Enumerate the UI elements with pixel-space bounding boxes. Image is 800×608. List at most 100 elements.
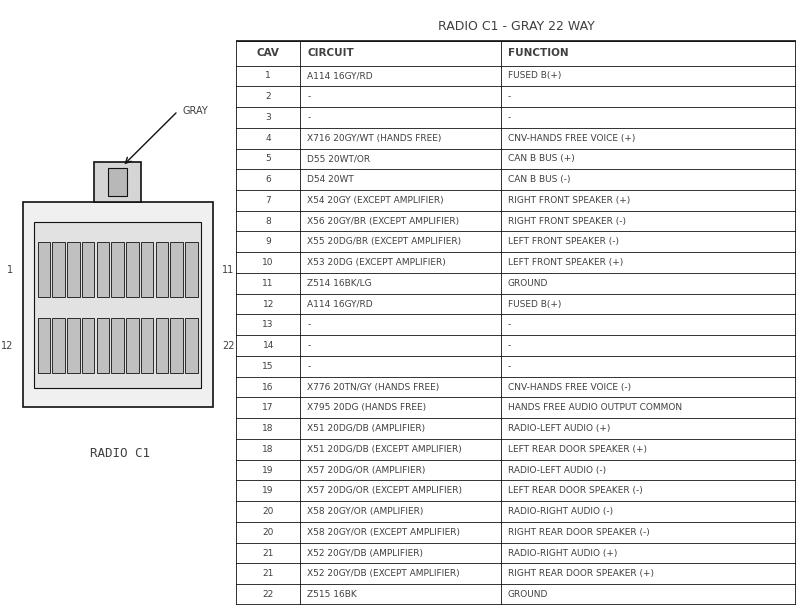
Text: X56 20GY/BR (EXCEPT AMPLIFIER): X56 20GY/BR (EXCEPT AMPLIFIER): [307, 216, 459, 226]
Text: GRAY: GRAY: [182, 106, 208, 116]
Text: 5: 5: [266, 154, 271, 164]
FancyBboxPatch shape: [82, 242, 94, 297]
Text: X52 20GY/DB (AMPLIFIER): X52 20GY/DB (AMPLIFIER): [307, 548, 423, 558]
Text: X716 20GY/WT (HANDS FREE): X716 20GY/WT (HANDS FREE): [307, 134, 442, 143]
Text: CNV-HANDS FREE VOICE (-): CNV-HANDS FREE VOICE (-): [507, 382, 630, 392]
Text: X54 20GY (EXCEPT AMPLIFIER): X54 20GY (EXCEPT AMPLIFIER): [307, 196, 444, 205]
Text: RIGHT REAR DOOR SPEAKER (-): RIGHT REAR DOOR SPEAKER (-): [507, 528, 650, 537]
Text: LEFT FRONT SPEAKER (+): LEFT FRONT SPEAKER (+): [507, 258, 623, 267]
Text: 21: 21: [262, 569, 274, 578]
Text: RADIO-LEFT AUDIO (-): RADIO-LEFT AUDIO (-): [507, 466, 606, 475]
Text: 1: 1: [7, 264, 14, 275]
Text: 20: 20: [262, 507, 274, 516]
Text: 10: 10: [262, 258, 274, 267]
Text: -: -: [507, 341, 511, 350]
Text: RADIO-RIGHT AUDIO (-): RADIO-RIGHT AUDIO (-): [507, 507, 613, 516]
FancyBboxPatch shape: [38, 318, 50, 373]
FancyBboxPatch shape: [94, 162, 141, 202]
Text: 20: 20: [262, 528, 274, 537]
Text: Z514 16BK/LG: Z514 16BK/LG: [307, 279, 372, 288]
Text: D54 20WT: D54 20WT: [307, 175, 354, 184]
Text: Z515 16BK: Z515 16BK: [307, 590, 357, 599]
FancyBboxPatch shape: [185, 242, 198, 297]
Text: 12: 12: [262, 300, 274, 309]
Text: RIGHT FRONT SPEAKER (-): RIGHT FRONT SPEAKER (-): [507, 216, 626, 226]
Text: CAN B BUS (+): CAN B BUS (+): [507, 154, 574, 164]
Text: 4: 4: [266, 134, 271, 143]
Text: 13: 13: [262, 320, 274, 330]
Text: -: -: [507, 92, 511, 101]
Text: 22: 22: [262, 590, 274, 599]
Text: CAV: CAV: [257, 48, 280, 58]
Text: A114 16GY/RD: A114 16GY/RD: [307, 300, 373, 309]
Text: RADIO-RIGHT AUDIO (+): RADIO-RIGHT AUDIO (+): [507, 548, 617, 558]
FancyBboxPatch shape: [126, 318, 138, 373]
FancyBboxPatch shape: [156, 318, 168, 373]
Text: X58 20GY/OR (AMPLIFIER): X58 20GY/OR (AMPLIFIER): [307, 507, 423, 516]
Text: 19: 19: [262, 486, 274, 496]
Text: X58 20GY/OR (EXCEPT AMPLIFIER): X58 20GY/OR (EXCEPT AMPLIFIER): [307, 528, 460, 537]
Text: 12: 12: [1, 340, 14, 351]
Text: -: -: [507, 362, 511, 371]
Text: X57 20DG/OR (AMPLIFIER): X57 20DG/OR (AMPLIFIER): [307, 466, 426, 475]
Text: CIRCUIT: CIRCUIT: [307, 48, 354, 58]
FancyBboxPatch shape: [156, 242, 168, 297]
Text: 7: 7: [266, 196, 271, 205]
Text: 15: 15: [262, 362, 274, 371]
FancyBboxPatch shape: [141, 318, 154, 373]
Text: 19: 19: [262, 466, 274, 475]
Text: RADIO C1: RADIO C1: [90, 447, 150, 460]
Text: -: -: [507, 320, 511, 330]
Text: HANDS FREE AUDIO OUTPUT COMMON: HANDS FREE AUDIO OUTPUT COMMON: [507, 403, 682, 412]
FancyBboxPatch shape: [170, 242, 183, 297]
Text: A114 16GY/RD: A114 16GY/RD: [307, 71, 373, 80]
Text: GROUND: GROUND: [507, 590, 548, 599]
Text: FUNCTION: FUNCTION: [507, 48, 568, 58]
FancyBboxPatch shape: [170, 318, 183, 373]
FancyBboxPatch shape: [97, 242, 109, 297]
FancyBboxPatch shape: [97, 318, 109, 373]
Text: 11: 11: [262, 279, 274, 288]
Text: LEFT FRONT SPEAKER (-): LEFT FRONT SPEAKER (-): [507, 237, 618, 246]
Text: X795 20DG (HANDS FREE): X795 20DG (HANDS FREE): [307, 403, 426, 412]
Text: 17: 17: [262, 403, 274, 412]
Text: RADIO C1 - GRAY 22 WAY: RADIO C1 - GRAY 22 WAY: [438, 20, 594, 33]
Text: 3: 3: [266, 113, 271, 122]
Text: 16: 16: [262, 382, 274, 392]
Text: RIGHT FRONT SPEAKER (+): RIGHT FRONT SPEAKER (+): [507, 196, 630, 205]
Text: FUSED B(+): FUSED B(+): [507, 300, 561, 309]
Text: 9: 9: [266, 237, 271, 246]
FancyBboxPatch shape: [52, 242, 65, 297]
FancyBboxPatch shape: [34, 221, 202, 388]
Text: 18: 18: [262, 424, 274, 433]
Text: FUSED B(+): FUSED B(+): [507, 71, 561, 80]
Text: 22: 22: [222, 340, 234, 351]
FancyBboxPatch shape: [38, 242, 50, 297]
Text: X53 20DG (EXCEPT AMPLIFIER): X53 20DG (EXCEPT AMPLIFIER): [307, 258, 446, 267]
Text: CAN B BUS (-): CAN B BUS (-): [507, 175, 570, 184]
FancyBboxPatch shape: [82, 318, 94, 373]
FancyBboxPatch shape: [22, 202, 213, 407]
FancyBboxPatch shape: [52, 318, 65, 373]
FancyBboxPatch shape: [111, 242, 124, 297]
FancyBboxPatch shape: [67, 318, 80, 373]
Text: X55 20DG/BR (EXCEPT AMPLIFIER): X55 20DG/BR (EXCEPT AMPLIFIER): [307, 237, 462, 246]
FancyBboxPatch shape: [141, 242, 154, 297]
Text: -: -: [307, 341, 310, 350]
Text: 8: 8: [266, 216, 271, 226]
Text: -: -: [307, 113, 310, 122]
Text: GROUND: GROUND: [507, 279, 548, 288]
Text: 6: 6: [266, 175, 271, 184]
Text: 21: 21: [262, 548, 274, 558]
FancyBboxPatch shape: [126, 242, 138, 297]
Text: LEFT REAR DOOR SPEAKER (+): LEFT REAR DOOR SPEAKER (+): [507, 445, 646, 454]
FancyBboxPatch shape: [185, 318, 198, 373]
Text: -: -: [307, 362, 310, 371]
Text: 1: 1: [266, 71, 271, 80]
Text: -: -: [307, 320, 310, 330]
FancyBboxPatch shape: [109, 168, 127, 196]
Text: RIGHT REAR DOOR SPEAKER (+): RIGHT REAR DOOR SPEAKER (+): [507, 569, 654, 578]
FancyBboxPatch shape: [67, 242, 80, 297]
Text: -: -: [307, 92, 310, 101]
Text: 11: 11: [222, 264, 234, 275]
